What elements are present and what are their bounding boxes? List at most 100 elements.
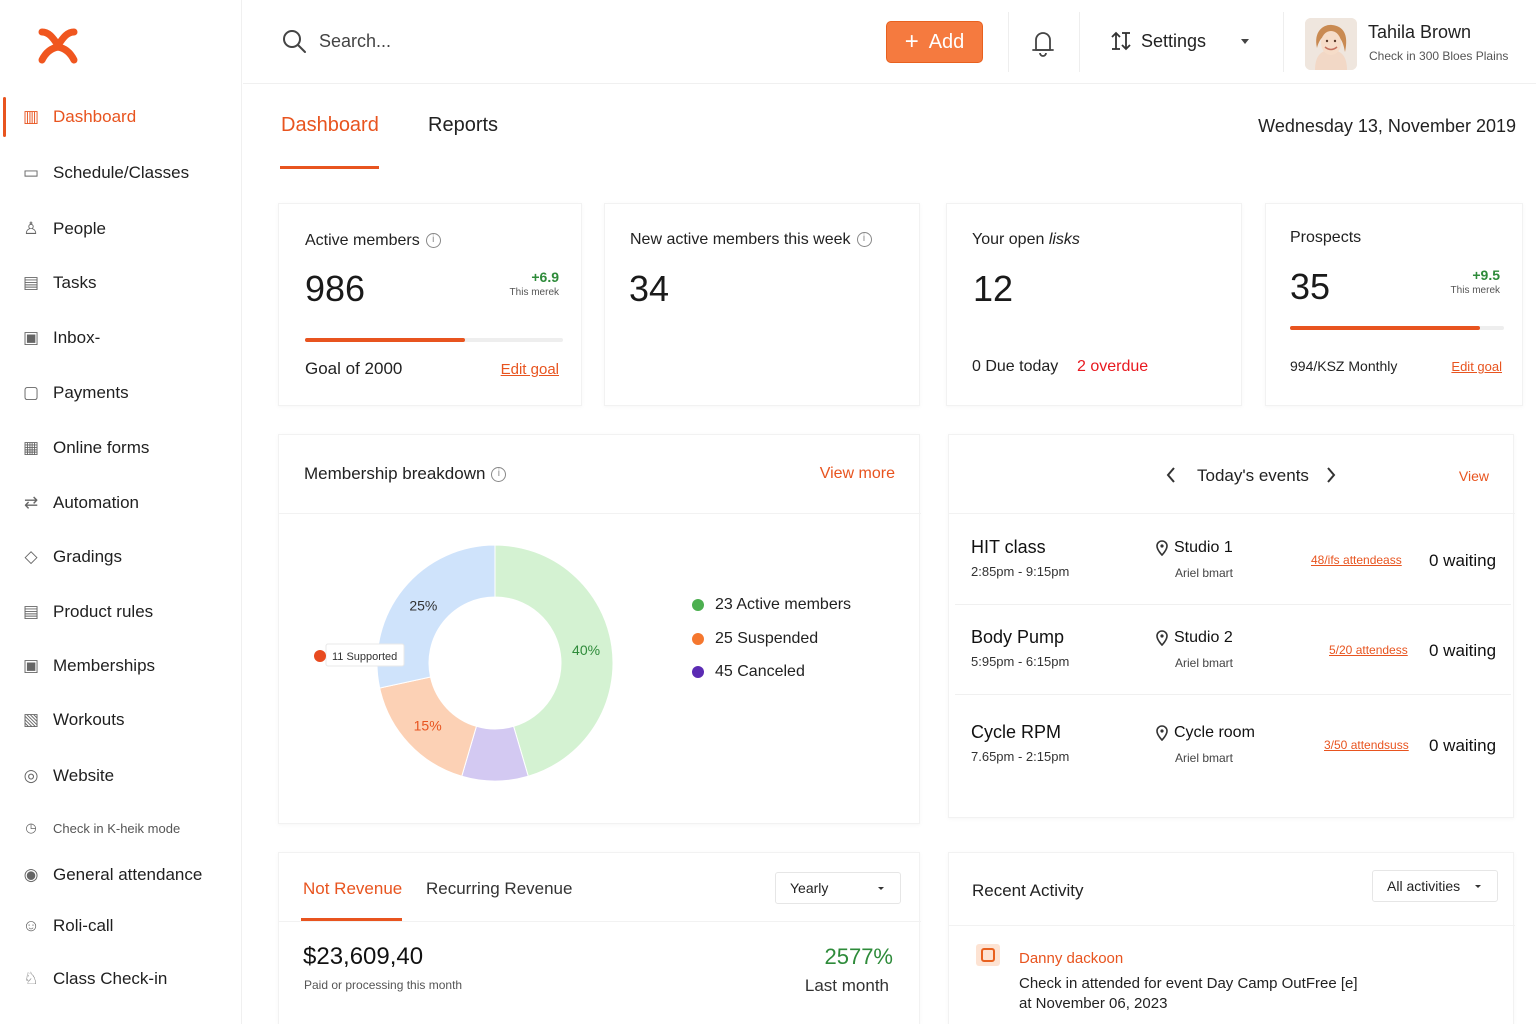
avatar-image xyxy=(1305,18,1357,70)
event-waiting: 0 waiting xyxy=(1429,551,1497,570)
settings-button[interactable]: Settings xyxy=(1109,26,1206,56)
event-room: Studio 1 xyxy=(1156,539,1233,557)
sort-icon xyxy=(1111,31,1131,51)
monthly-label: 994/KSZ Monthly xyxy=(1290,358,1398,374)
open-tasks-card: Your open lisks 12 0 Due today 2 overdue xyxy=(946,203,1242,406)
tab-net-revenue[interactable]: Not Revenue xyxy=(303,879,403,898)
sidebar-item-check-in-k-heik-mode[interactable]: ◷ Check in K-heik mode xyxy=(0,808,242,848)
sidebar-item-dashboard[interactable]: ▥ Dashboard xyxy=(0,97,242,137)
logo-icon[interactable] xyxy=(34,26,82,66)
revenue-amount-label: Paid or processing this month xyxy=(304,978,463,992)
prospects-delta-label: This merek xyxy=(1450,285,1500,296)
card-title: Membership breakdown i xyxy=(304,464,507,484)
event-attendees-link[interactable]: 5/20 attendess xyxy=(1329,643,1408,657)
info-icon[interactable]: i xyxy=(425,233,441,249)
card-title-text: Your open xyxy=(972,231,1049,248)
chevron-left-icon[interactable] xyxy=(1165,466,1177,484)
legend-item: 23 Active members xyxy=(692,596,851,614)
user-name[interactable]: Tahila Brown xyxy=(1368,22,1472,42)
view-events-link[interactable]: View xyxy=(1458,468,1489,484)
legend-dot xyxy=(692,666,704,678)
sidebar-item-online-forms[interactable]: ▦ Online forms xyxy=(0,428,242,468)
period-select[interactable]: Yearly xyxy=(775,872,901,904)
event-instructor: Ariel bmart xyxy=(1175,751,1234,765)
active-members-value: 986 xyxy=(305,268,366,309)
chevron-right-icon[interactable] xyxy=(1325,466,1337,484)
add-button[interactable]: + Add xyxy=(886,21,983,63)
activity-user-link[interactable]: Danny dackoon xyxy=(1019,950,1124,967)
activity-filter-select[interactable]: All activities xyxy=(1372,870,1498,902)
sidebar-item-gradings[interactable]: ◇ Gradings xyxy=(0,537,242,577)
event-name[interactable]: Body Pump xyxy=(971,627,1065,647)
event-attendees-link[interactable]: 48/ifs attendeass xyxy=(1311,553,1402,567)
sidebar-item-label: General attendance xyxy=(53,865,203,884)
payments-icon: ▢ xyxy=(22,383,40,402)
sidebar-item-memberships[interactable]: ▣ Memberships xyxy=(0,646,242,686)
event-name[interactable]: Cycle RPM xyxy=(971,722,1062,742)
person-icon: ♙ xyxy=(23,219,39,238)
goal-progress-fill xyxy=(305,338,465,342)
tab-dashboard[interactable]: Dashboard xyxy=(281,114,379,136)
event-name[interactable]: HIT class xyxy=(971,537,1046,557)
donut-slice[interactable] xyxy=(494,544,614,777)
due-today-label[interactable]: 0 Due today xyxy=(972,358,1059,375)
search-icon[interactable] xyxy=(281,28,307,54)
inbox-icon: ▣ xyxy=(22,328,40,347)
activity-description: Check in attended for event Day Camp Out… xyxy=(1019,975,1358,992)
sidebar-item-people[interactable]: ♙ People xyxy=(0,209,242,249)
bell-icon[interactable] xyxy=(1030,28,1056,58)
avatar[interactable] xyxy=(1305,18,1357,70)
todays-events-card: Today's events View xyxy=(948,434,1515,818)
revenue-amount: $23,609,40 xyxy=(303,943,424,970)
overdue-label[interactable]: 2 overdue xyxy=(1077,358,1149,375)
event-waiting: 0 waiting xyxy=(1429,641,1497,660)
divider xyxy=(1283,12,1284,72)
edit-goal-link[interactable]: Edit goal xyxy=(500,361,559,378)
event-time: 5:95pm - 6:15pm xyxy=(971,654,1070,669)
sidebar-item-label: Gradings xyxy=(53,547,122,566)
info-icon[interactable]: i xyxy=(491,467,507,483)
sidebar-item-class-check-in[interactable]: ♘ Class Check-in xyxy=(0,959,242,999)
event-attendees-link[interactable]: 3/50 attendsuss xyxy=(1324,738,1409,752)
legend-item: 25 Suspended xyxy=(692,630,818,648)
prospects-card: Prospects 35 +9.5 This merek 994/KSZ Mon… xyxy=(1265,203,1523,406)
sidebar-item-roli-call[interactable]: ☺ Roli-call xyxy=(0,906,242,946)
goal-label: Goal of 2000 xyxy=(305,359,403,378)
chevron-down-icon[interactable] xyxy=(1239,35,1251,47)
sidebar-item-automation[interactable]: ⇄ Automation xyxy=(0,483,242,523)
callout-dot xyxy=(314,650,326,662)
activity-filter-value: All activities xyxy=(1387,878,1461,894)
add-button-label: Add xyxy=(928,30,965,53)
view-more-link[interactable]: View more xyxy=(819,465,895,482)
divider xyxy=(279,921,921,922)
donut-slice[interactable] xyxy=(376,544,496,689)
sidebar-item-label: Inbox- xyxy=(53,328,101,347)
sidebar-item-general-attendance[interactable]: ◉ General attendance xyxy=(0,855,242,895)
sidebar-item-tasks[interactable]: ▤ Tasks xyxy=(0,263,242,303)
sidebar-item-label: People xyxy=(53,219,106,238)
search-input[interactable] xyxy=(319,24,639,58)
slice-label: 15% xyxy=(414,718,442,734)
attendance-icon: ◉ xyxy=(23,865,39,884)
info-icon[interactable]: i xyxy=(856,232,872,248)
rollcall-icon: ☺ xyxy=(22,916,40,935)
tab-recurring-revenue[interactable]: Recurring Revenue xyxy=(426,879,573,898)
current-date: Wednesday 13, November 2019 xyxy=(1258,116,1516,136)
sidebar-item-inbox[interactable]: ▣ Inbox- xyxy=(0,318,242,358)
card-title: New active members this week i xyxy=(630,231,872,249)
sidebar-item-label: Dashboard xyxy=(53,107,137,126)
tab-reports[interactable]: Reports xyxy=(428,114,499,136)
revenue-change-label: Last month xyxy=(804,976,889,995)
sidebar-item-workouts[interactable]: ▧ Workouts xyxy=(0,700,242,740)
sidebar-item-website[interactable]: ◎ Website xyxy=(0,756,242,796)
prospects-delta: +9.5 xyxy=(1472,267,1500,283)
sidebar-item-payments[interactable]: ▢ Payments xyxy=(0,373,242,413)
sidebar-item-schedule-classes[interactable]: ▭ Schedule/Classes xyxy=(0,153,242,193)
dashboard-icon: ▥ xyxy=(22,107,40,126)
divider xyxy=(949,513,1515,514)
edit-goal-link[interactable]: Edit goal xyxy=(1451,359,1502,374)
sidebar-item-product-rules[interactable]: ▤ Product rules xyxy=(0,592,242,632)
sidebar-item-label: Automation xyxy=(53,493,139,512)
legend-dot xyxy=(692,599,704,611)
